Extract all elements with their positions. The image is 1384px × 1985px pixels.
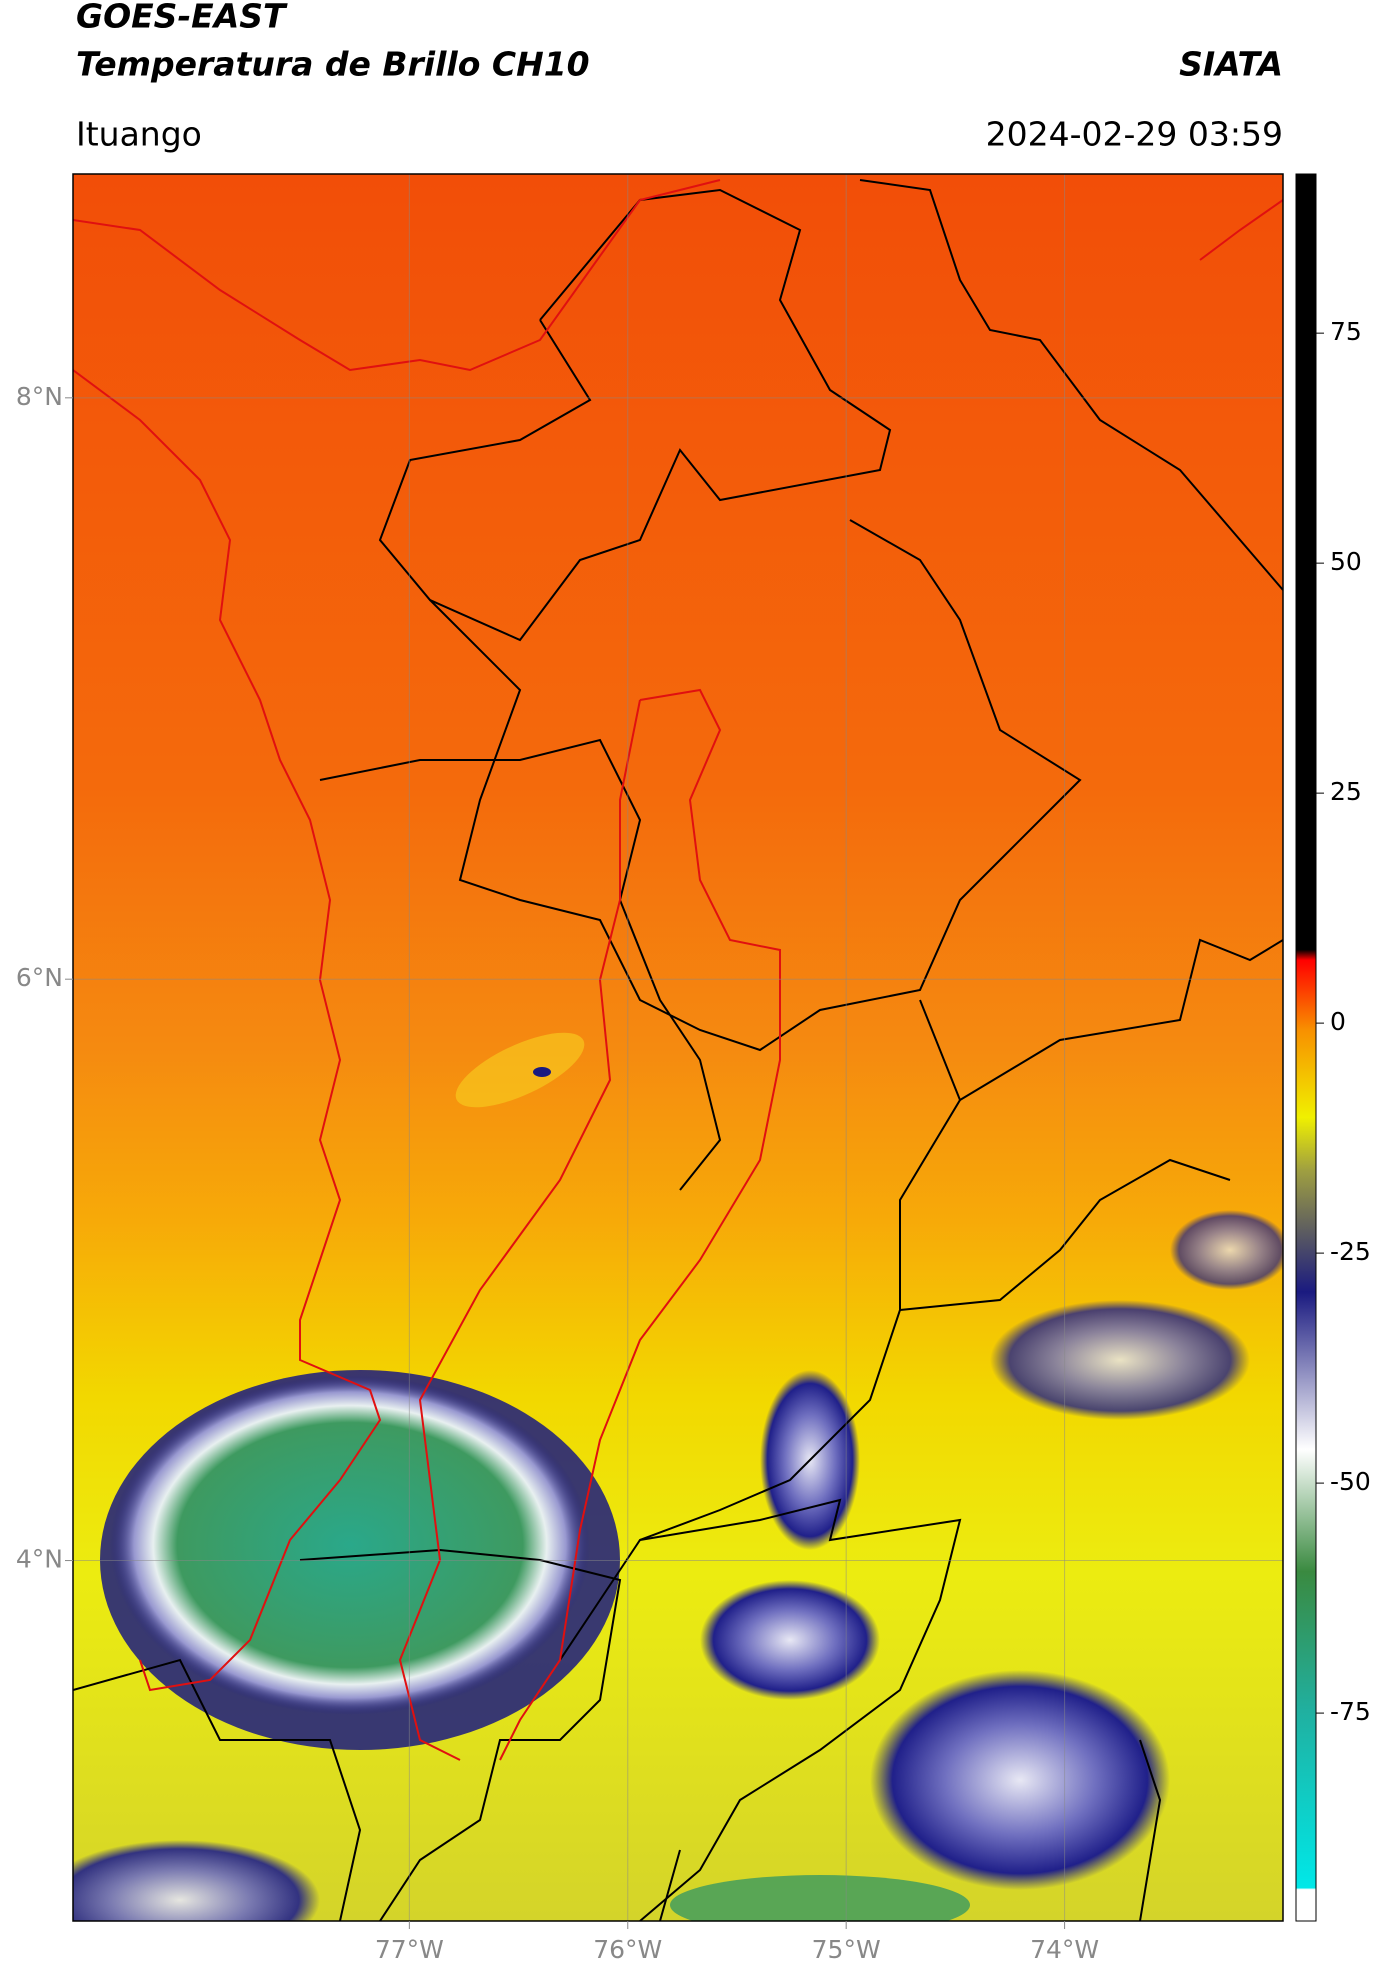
colorbar-tick-label: 75 [1330, 317, 1362, 346]
borders [73, 179, 1283, 1921]
x-tick-label: 75°W [812, 1935, 881, 1964]
coastline [73, 179, 1283, 1761]
cloud [1170, 1210, 1283, 1290]
colorbar-tick-label: 25 [1330, 777, 1362, 806]
cloud [110, 1375, 590, 1715]
cloud [700, 1580, 880, 1700]
map-image [73, 174, 1283, 1921]
cloud [670, 1875, 970, 1921]
colorbar [1295, 173, 1317, 1922]
y-tick-label: 6°N [16, 963, 63, 992]
x-tick-label: 77°W [375, 1935, 444, 1964]
colorbar-tick-label: -25 [1330, 1237, 1371, 1266]
map-frame [72, 173, 1284, 1922]
location: Ituango [76, 115, 202, 154]
timestamp: 2024-02-29 03:59 [986, 115, 1283, 154]
grid [73, 174, 1283, 1921]
x-tick-label: 74°W [1030, 1935, 1099, 1964]
cloud [73, 1840, 320, 1921]
colorbar-tick-label: -50 [1330, 1467, 1371, 1496]
cloud [533, 1067, 551, 1077]
colorbar-tick-label: 50 [1330, 547, 1362, 576]
y-tick-label: 4°N [16, 1545, 63, 1574]
title: GOES-EAST [76, 0, 288, 36]
cloud [455, 1032, 585, 1108]
brand: SIATA [1179, 45, 1283, 84]
cloud [990, 1300, 1250, 1420]
subtitle: Temperatura de Brillo CH10 [76, 45, 590, 84]
cloud [870, 1670, 1170, 1890]
x-tick-label: 76°W [593, 1935, 662, 1964]
colorbar-tick-label: -75 [1330, 1697, 1371, 1726]
y-tick-label: 8°N [16, 382, 63, 411]
colorbar-tick-label: 0 [1330, 1007, 1346, 1036]
